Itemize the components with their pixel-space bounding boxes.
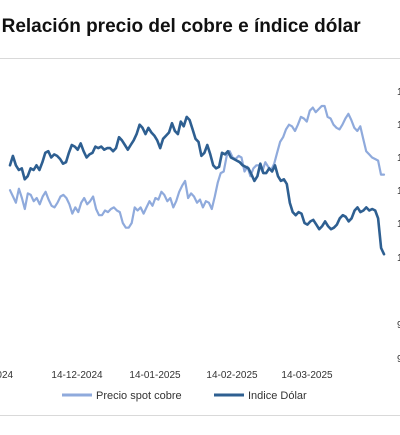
y-tick-label: 1 [397,186,400,197]
legend-label: Precio spot cobre [96,390,182,402]
x-tick-label: 14-02-2025 [206,370,258,381]
y-tick-label: 1 [397,153,400,164]
series-line-copper [8,104,386,229]
series-line-dollar-index [8,115,386,256]
x-tick-label: 2024 [0,370,14,381]
y-tick-label: 1 [397,87,400,98]
chart-frame [0,58,400,416]
y-tick-label: 1 [397,120,400,131]
y-tick-label: 9 [397,320,400,331]
y-tick-label: 1 [397,219,400,230]
y-tick-label: 1 [397,253,400,264]
x-tick-label: 14-03-2025 [281,370,333,381]
legend-label: Indice Dólar [248,390,307,402]
x-tick-label: 14-12-2024 [51,370,103,381]
y-tick-label: 9 [397,354,400,365]
chart-title: : Relación precio del cobre e índice dól… [0,16,361,37]
x-tick-label: 14-01-2025 [129,370,181,381]
